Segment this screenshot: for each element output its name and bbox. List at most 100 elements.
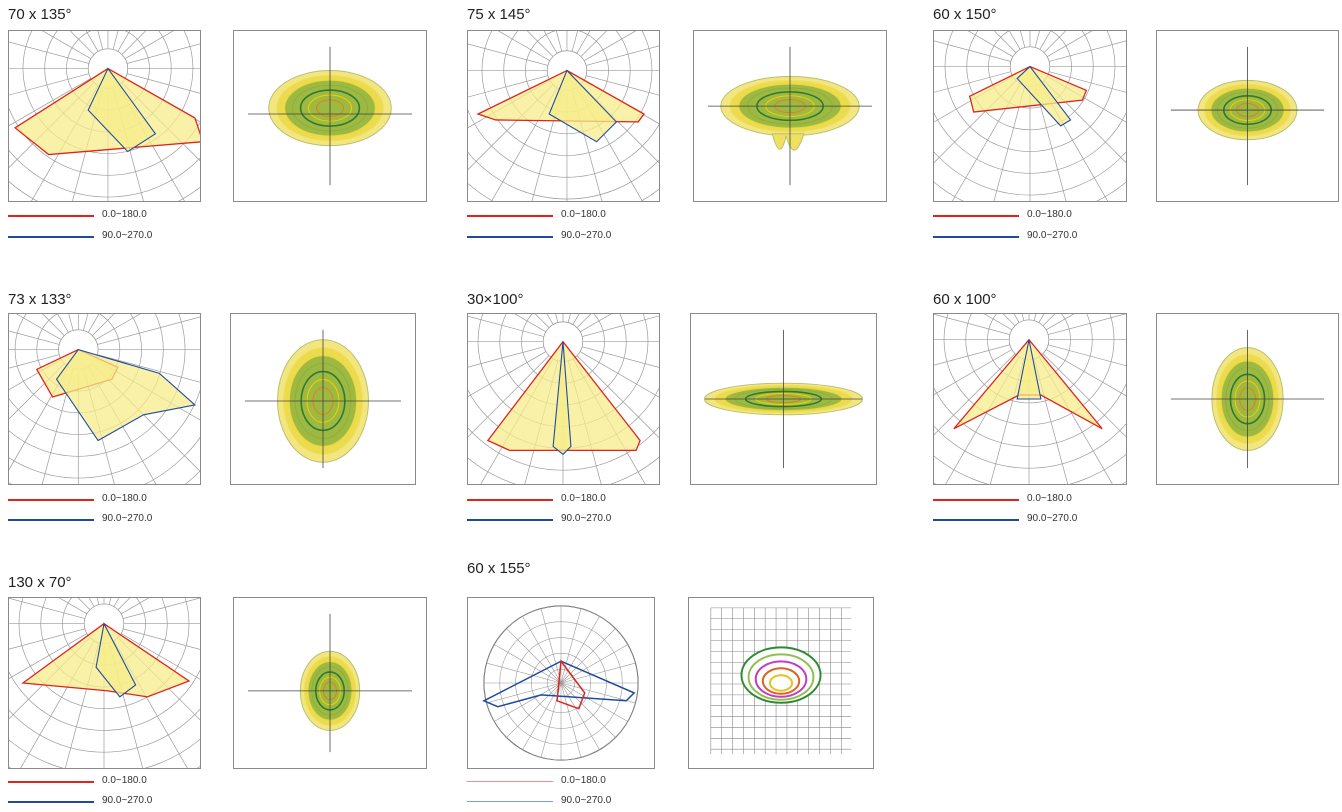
- grid-spoke: [468, 341, 564, 438]
- polar-diagram: [467, 597, 655, 769]
- polar-diagram: [8, 313, 201, 485]
- legend-blue-line: [8, 801, 94, 803]
- isolux-diagram: [693, 30, 887, 202]
- isolux-diagram: [1156, 313, 1339, 485]
- grid-spoke: [468, 43, 568, 71]
- legend-item-90-270: 90.0~270.0: [8, 795, 208, 809]
- grid-spoke: [1029, 40, 1126, 67]
- grid-spoke: [555, 314, 564, 342]
- grid-spoke: [522, 616, 562, 684]
- grid-spoke: [103, 598, 200, 625]
- grid-spoke: [514, 314, 564, 342]
- grid-spoke: [42, 314, 79, 350]
- polar-diagram: [8, 30, 201, 202]
- legend-label: 90.0~270.0: [102, 230, 153, 241]
- grid-spoke: [97, 31, 109, 69]
- grid-spoke: [107, 43, 200, 69]
- legend-label: 0.0~180.0: [561, 209, 606, 220]
- grid-spoke: [1028, 314, 1126, 341]
- polar-curve-chart: [468, 31, 659, 201]
- isolux-contour-chart: [707, 46, 873, 186]
- isolux-contour: [768, 674, 794, 692]
- isolux-contour: [761, 667, 801, 695]
- grid-spoke: [562, 341, 659, 368]
- polar-diagram: [933, 30, 1127, 202]
- grid-spoke: [468, 341, 564, 397]
- legend-label: 0.0~180.0: [102, 493, 147, 504]
- grid-spoke: [9, 68, 109, 96]
- isolux-contour-chart: [1170, 46, 1325, 186]
- grid-spoke: [543, 31, 568, 71]
- grid-spoke: [468, 341, 564, 368]
- grid-spoke: [494, 644, 562, 684]
- legend-blue-line: [933, 236, 1019, 238]
- grid-spoke: [88, 598, 105, 624]
- grid-spoke: [77, 598, 105, 624]
- grid-spoke: [42, 31, 109, 69]
- isolux-contour-chart: [247, 46, 413, 186]
- curve-90-270: [552, 341, 572, 456]
- grid-spoke: [107, 31, 131, 69]
- legend-label: 90.0~270.0: [1027, 513, 1078, 524]
- grid-spoke: [497, 31, 568, 71]
- isolux-diagram: [688, 597, 874, 769]
- legend-blue-line: [467, 801, 553, 802]
- legend-item-0-180: 0.0~180.0: [467, 775, 667, 789]
- grid-spoke: [526, 31, 568, 71]
- panel-title: 130 x 70°: [8, 574, 72, 591]
- legend-item-0-180: 0.0~180.0: [933, 493, 1133, 507]
- isolux-diagram: [233, 30, 427, 202]
- grid-spoke: [103, 623, 200, 680]
- grid-spoke: [562, 315, 659, 343]
- legend-item-0-180: 0.0~180.0: [467, 493, 667, 507]
- grid-spoke: [934, 40, 1031, 67]
- grid-spoke: [9, 598, 105, 625]
- grid-spoke: [522, 682, 562, 750]
- polar-diagram: [467, 30, 660, 202]
- grid-spoke: [9, 330, 79, 350]
- grid-spoke: [1020, 31, 1031, 67]
- grid-spoke: [103, 598, 150, 624]
- grid-spoke: [103, 598, 131, 624]
- grid-spoke: [103, 623, 200, 650]
- grid-spoke: [562, 314, 612, 342]
- isolux-drip: [771, 133, 805, 151]
- grid-spoke: [1028, 314, 1056, 340]
- legend-blue-line: [8, 236, 94, 238]
- grid-spoke: [9, 68, 109, 127]
- grid-spoke: [566, 45, 659, 71]
- curve-90-270: [548, 69, 618, 143]
- grid-spoke: [78, 316, 200, 350]
- legend-label: 0.0~180.0: [561, 775, 606, 786]
- legend-item-0-180: 0.0~180.0: [8, 493, 208, 507]
- grid-spoke: [57, 314, 79, 350]
- legend-label: 0.0~180.0: [102, 775, 147, 786]
- grid-spoke: [1013, 314, 1030, 340]
- legend-red-line: [467, 499, 553, 501]
- legend-red-line: [8, 499, 94, 501]
- grid-spoke: [9, 349, 79, 369]
- legend-item-90-270: 90.0~270.0: [8, 230, 208, 244]
- grid-spoke: [560, 662, 636, 684]
- legend-label: 90.0~270.0: [1027, 230, 1078, 241]
- grid-spoke: [562, 314, 580, 342]
- panel-title: 70 x 135°: [8, 6, 72, 23]
- grid-spoke: [934, 66, 1031, 93]
- polar-curve-chart: [482, 605, 639, 761]
- polar-curve-chart: [934, 314, 1126, 484]
- grid-spoke: [1028, 314, 1045, 340]
- grid-spoke: [560, 682, 600, 750]
- isolux-diagram: [230, 313, 416, 485]
- grid-spoke: [934, 314, 1030, 341]
- grid-spoke: [486, 682, 562, 704]
- polar-curve-chart: [934, 31, 1126, 201]
- legend-label: 0.0~180.0: [1027, 209, 1072, 220]
- legend-label: 90.0~270.0: [102, 513, 153, 524]
- legend-label: 0.0~180.0: [1027, 493, 1072, 504]
- grid-spoke: [486, 662, 562, 684]
- isolux-contour-chart: [244, 329, 402, 469]
- grid-spoke: [560, 682, 616, 738]
- legend-item-90-270: 90.0~270.0: [467, 230, 667, 244]
- grid-spoke: [468, 315, 564, 343]
- curve-90-270: [482, 660, 636, 708]
